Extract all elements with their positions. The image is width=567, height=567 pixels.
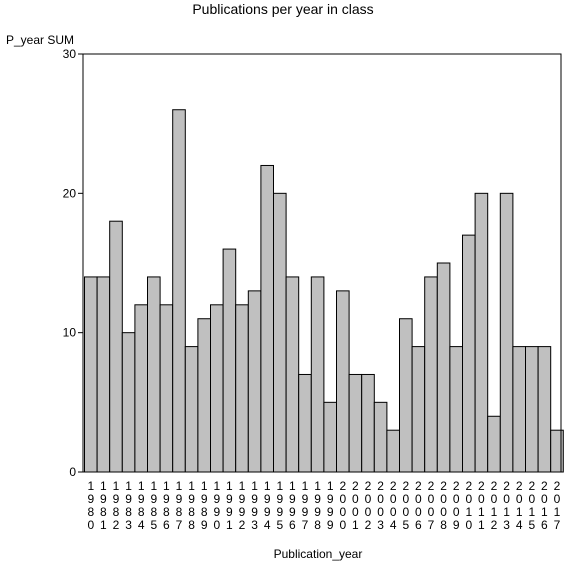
bar-1985 [147,276,161,473]
bar-2008 [436,262,451,473]
bar-1993 [247,290,262,473]
bar-2000 [336,290,350,473]
y-axis: 0 10 20 30 [63,47,83,479]
bar-1989 [197,318,211,473]
bar-2004 [386,429,400,473]
bar-1980 [84,276,98,473]
bar-1986 [159,304,174,473]
bar-2016 [537,346,552,473]
bar-1988 [184,346,199,473]
bar-2006 [411,346,426,473]
bar-1987 [172,109,186,473]
bar-2005 [399,318,413,473]
bar-2007 [424,276,438,473]
bar-1991 [222,248,237,473]
y-tick-label: 20 [63,186,77,200]
bar-1990 [210,304,224,473]
x-axis-label: Publication_year [274,547,363,561]
bar-1982 [109,220,123,473]
bar-2014 [512,346,527,473]
plot-frame [82,53,562,473]
bar-2002 [361,373,375,473]
y-tick-label: 10 [63,326,77,340]
y-axis-label: P_year SUM [6,33,74,47]
bar-2003 [373,401,388,473]
bar-1981 [96,276,111,473]
bar-2012 [487,415,501,473]
bar-2001 [348,373,363,473]
bar-2015 [525,346,539,473]
bar-1999 [323,401,337,473]
bar-2013 [499,192,514,473]
bar-1995 [273,192,287,473]
bar-1984 [134,304,148,473]
bar-1998 [310,276,325,473]
x-axis-ticks: 1 9 8 0 1 9 8 1 1 9 8 2 1 9 8 3 1 9 8 4 1 9 8 5 1 9 8 6 1 9 8 7 1 9 8 8 1 9 8 9… [87,479,560,532]
bar-1996 [285,276,300,473]
bar-1983 [121,332,136,473]
y-tick-label: 0 [69,465,76,479]
chart-title: Publications per year in class [192,1,373,17]
bars [84,109,564,473]
bar-2009 [449,346,463,473]
bar-1994 [260,164,274,473]
bar-1992 [235,304,249,473]
bar-2010 [462,234,476,473]
y-tick-label: 30 [63,47,77,61]
bar-2011 [474,192,489,473]
bar-1997 [298,373,312,473]
